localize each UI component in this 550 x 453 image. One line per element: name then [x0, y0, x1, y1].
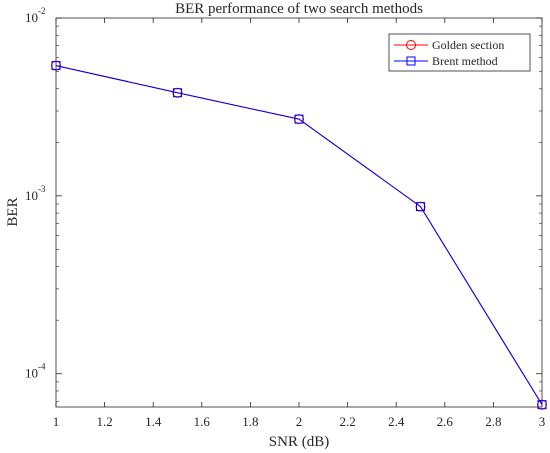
- series-line-1: [55, 65, 543, 405]
- data-point-square: [51, 61, 61, 71]
- y-tick-label-exponent: -2: [38, 6, 46, 16]
- data-point-square: [173, 88, 182, 98]
- x-tick-label: 2.8: [485, 414, 501, 429]
- x-tick-label: 1.2: [96, 414, 112, 429]
- data-point-square: [537, 400, 547, 410]
- legend-label-golden: Golden section: [432, 38, 504, 52]
- x-tick-label: 3: [539, 414, 546, 429]
- x-tick-label: 2: [296, 414, 303, 429]
- data-point-square: [416, 202, 425, 212]
- plot-area: [55, 17, 543, 408]
- chart-title: BER performance of two search methods: [175, 1, 423, 17]
- legend: Golden section Brent method: [388, 33, 531, 72]
- y-tick-label-base: 10: [25, 188, 38, 203]
- axis-ticks: 1 1.2 1.4 1.6 1.8 2 2.2 2.4 2.6 2.8 310-210-310-4: [25, 6, 545, 429]
- y-tick-label-base: 10: [25, 10, 38, 25]
- y-tick-label-base: 10: [25, 366, 38, 381]
- x-tick-label: 1.8: [242, 414, 258, 429]
- x-tick-label: 1.4: [145, 414, 162, 429]
- x-axis-label: SNR (dB): [269, 434, 329, 450]
- x-tick-label: 2.2: [339, 414, 355, 429]
- x-tick-label: 1.6: [194, 414, 211, 429]
- y-axis-label: BER: [5, 197, 21, 226]
- x-tick-label: 2.4: [388, 414, 405, 429]
- legend-marker-golden: [406, 40, 416, 50]
- legend-marker-brent: [406, 56, 416, 66]
- series-layer: [51, 60, 547, 410]
- legend-label-brent: Brent method: [432, 54, 498, 68]
- data-point-square: [294, 114, 304, 124]
- y-tick-label-exponent: -4: [38, 362, 46, 372]
- y-tick-label-exponent: -3: [38, 184, 46, 194]
- x-tick-label: 1: [53, 414, 60, 429]
- x-tick-label: 2.6: [437, 414, 454, 429]
